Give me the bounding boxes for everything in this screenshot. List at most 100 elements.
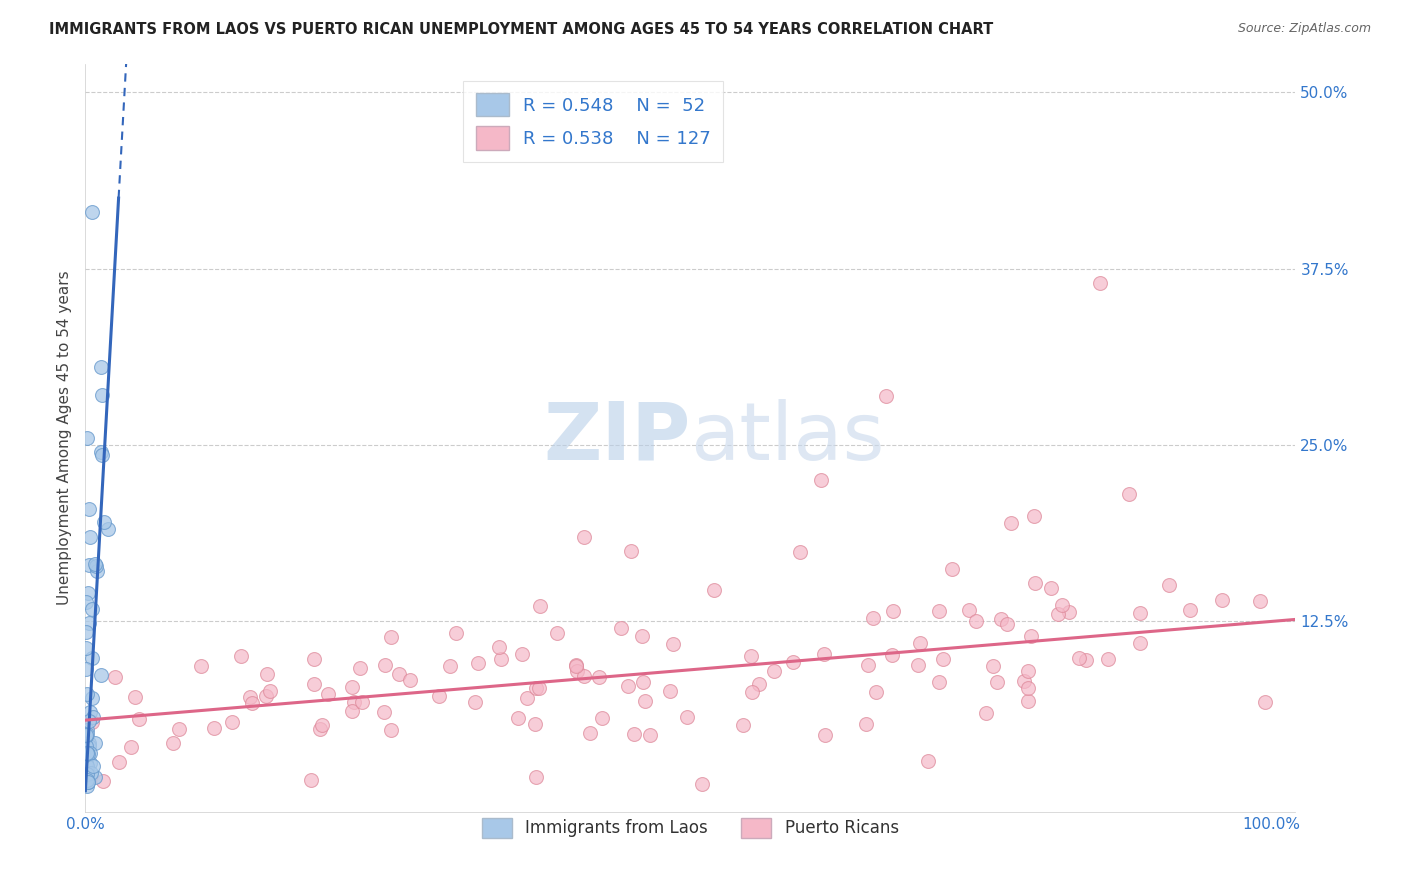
Point xyxy=(489,651,512,665)
Point xyxy=(86,564,108,578)
Point xyxy=(167,722,190,736)
Point xyxy=(439,659,461,673)
Point xyxy=(93,515,115,529)
Point xyxy=(340,704,363,718)
Point xyxy=(340,680,363,694)
Point xyxy=(661,637,683,651)
Point xyxy=(631,629,654,643)
Point xyxy=(464,695,486,709)
Point xyxy=(427,689,450,703)
Point xyxy=(76,747,98,761)
Point xyxy=(690,777,713,791)
Point xyxy=(610,621,633,635)
Point xyxy=(813,648,835,662)
Point xyxy=(631,674,654,689)
Point xyxy=(75,662,97,676)
Point xyxy=(617,679,640,693)
Point xyxy=(638,728,661,742)
Point xyxy=(76,431,98,445)
Point xyxy=(932,652,955,666)
Point xyxy=(917,754,939,768)
Point xyxy=(659,684,682,698)
Point xyxy=(76,747,98,761)
Point xyxy=(76,772,98,787)
Point xyxy=(510,647,533,661)
Point xyxy=(516,690,538,705)
Point xyxy=(995,616,1018,631)
Point xyxy=(76,775,98,789)
Point xyxy=(77,616,100,631)
Point xyxy=(162,736,184,750)
Point xyxy=(703,583,725,598)
Point xyxy=(76,775,98,789)
Point xyxy=(565,658,588,673)
Point xyxy=(634,694,657,708)
Point xyxy=(202,721,225,735)
Point xyxy=(316,687,339,701)
Point xyxy=(374,658,396,673)
Point xyxy=(488,640,510,655)
Point xyxy=(957,603,980,617)
Point xyxy=(740,648,762,663)
Point xyxy=(259,684,281,698)
Point xyxy=(741,685,763,699)
Point xyxy=(91,448,114,462)
Point xyxy=(75,595,97,609)
Point xyxy=(524,770,547,784)
Legend: Immigrants from Laos, Puerto Ricans: Immigrants from Laos, Puerto Ricans xyxy=(475,811,905,845)
Point xyxy=(76,747,98,761)
Point xyxy=(108,755,131,769)
Point xyxy=(120,740,142,755)
Point xyxy=(97,522,120,536)
Point xyxy=(1097,652,1119,666)
Point xyxy=(79,756,101,771)
Point xyxy=(299,772,322,787)
Point xyxy=(990,612,1012,626)
Text: ZIP: ZIP xyxy=(543,399,690,477)
Point xyxy=(380,630,402,644)
Point xyxy=(90,360,112,375)
Point xyxy=(302,677,325,691)
Point xyxy=(907,657,929,672)
Point xyxy=(524,681,547,695)
Point xyxy=(311,718,333,732)
Point xyxy=(1047,607,1070,621)
Point xyxy=(82,714,104,729)
Point xyxy=(82,759,104,773)
Point xyxy=(810,473,832,487)
Point xyxy=(1249,594,1271,608)
Point xyxy=(1017,665,1039,679)
Point xyxy=(1057,605,1080,619)
Point xyxy=(82,602,104,616)
Point xyxy=(524,717,547,731)
Y-axis label: Unemployment Among Ages 45 to 54 years: Unemployment Among Ages 45 to 54 years xyxy=(58,270,72,606)
Point xyxy=(546,626,568,640)
Point xyxy=(529,681,551,695)
Point xyxy=(731,718,754,732)
Point xyxy=(398,673,420,687)
Point xyxy=(986,675,1008,690)
Point xyxy=(591,711,613,725)
Point xyxy=(1074,653,1097,667)
Point xyxy=(444,626,467,640)
Point xyxy=(875,389,897,403)
Point xyxy=(90,668,112,682)
Point xyxy=(76,759,98,773)
Point xyxy=(1017,693,1039,707)
Point xyxy=(856,658,879,673)
Point xyxy=(1050,598,1073,612)
Point xyxy=(77,501,100,516)
Point xyxy=(388,667,411,681)
Point xyxy=(128,712,150,726)
Point xyxy=(349,661,371,675)
Point xyxy=(1024,576,1046,591)
Point xyxy=(1024,508,1046,523)
Point xyxy=(190,659,212,673)
Point xyxy=(620,544,643,558)
Point xyxy=(77,736,100,750)
Point xyxy=(941,562,963,576)
Point xyxy=(302,652,325,666)
Point xyxy=(928,604,950,618)
Point xyxy=(75,728,97,742)
Point xyxy=(1157,577,1180,591)
